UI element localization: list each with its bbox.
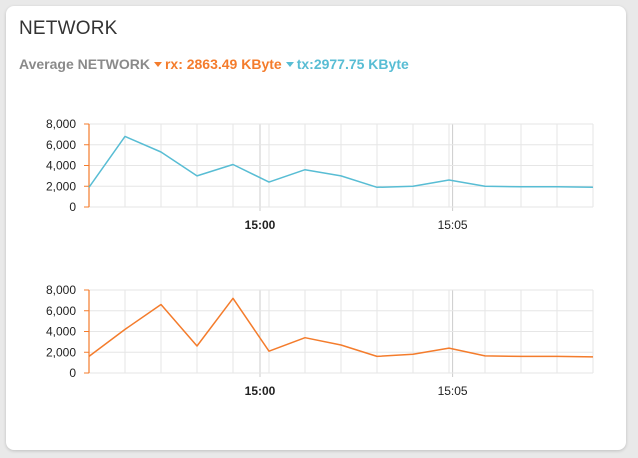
y-tick-label: 2,000 xyxy=(46,345,76,359)
x-tick-label: 15:05 xyxy=(438,218,468,232)
x-tick-label: 15:00 xyxy=(245,384,276,398)
y-tick-label: 6,000 xyxy=(46,304,76,318)
y-tick-label: 6,000 xyxy=(46,138,76,152)
y-tick-label: 8,000 xyxy=(46,117,76,131)
y-tick-label: 0 xyxy=(69,366,76,380)
x-tick-label: 15:05 xyxy=(438,384,468,398)
y-tick-label: 4,000 xyxy=(46,325,76,339)
y-tick-label: 0 xyxy=(69,200,76,214)
tx-value: tx:2977.75 KByte xyxy=(296,56,409,72)
y-tick-label: 4,000 xyxy=(46,159,76,173)
y-tick-label: 2,000 xyxy=(46,179,76,193)
tx-series-line xyxy=(88,135,594,189)
y-tick-label: 8,000 xyxy=(46,283,76,297)
x-tick-label: 15:00 xyxy=(245,218,276,232)
average-label: Average NETWORK xyxy=(19,56,150,72)
rx-series-line xyxy=(88,297,594,358)
tx-down-arrow-icon xyxy=(285,61,294,67)
card-title: NETWORK xyxy=(19,18,118,39)
network-card: NETWORK Average NETWORK rx: 2863.49 KByte… xyxy=(6,6,626,450)
rx-down-arrow-icon xyxy=(153,61,162,67)
network-summary: Average NETWORK rx: 2863.49 KByte tx:2977.… xyxy=(19,56,409,72)
rx-value: rx: 2863.49 KByte xyxy=(164,56,282,72)
